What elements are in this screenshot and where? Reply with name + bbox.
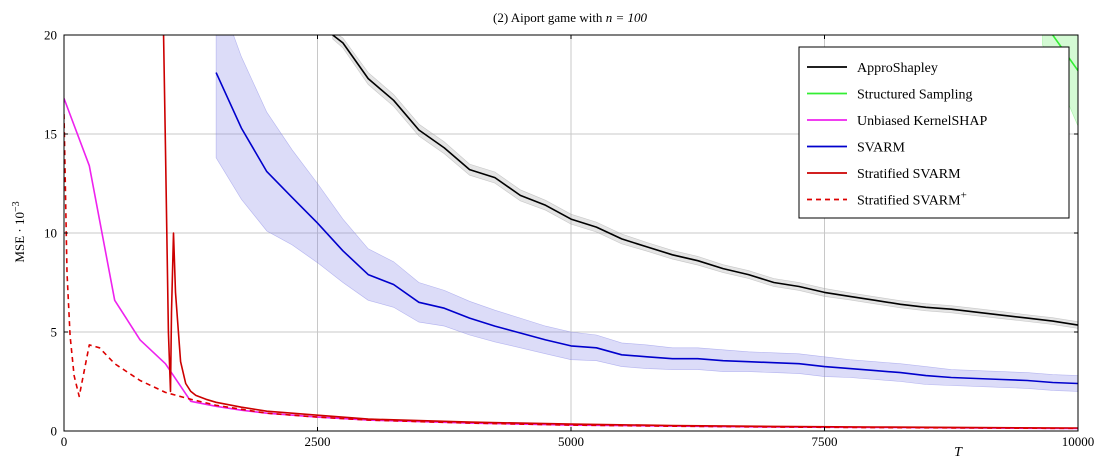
y-tick-label: 5 <box>51 325 58 340</box>
series-line <box>64 114 1078 430</box>
chart-title: (2) Aiport game with n = 100 <box>493 10 647 25</box>
y-tick-label: 15 <box>44 127 57 142</box>
legend-label: Structured Sampling <box>857 88 973 103</box>
series-line <box>332 35 1078 326</box>
y-tick-label: 20 <box>44 28 57 43</box>
x-axis-label: T <box>954 445 963 460</box>
legend-box <box>798 46 1070 219</box>
y-tick-label: 10 <box>44 226 57 241</box>
legend-label: Stratified SVARM <box>857 167 961 182</box>
x-tick-label: 0 <box>61 434 68 449</box>
legend-label: Stratified SVARM+ <box>857 190 967 209</box>
series-lines <box>64 35 1078 430</box>
legend-label: SVARM <box>857 141 906 156</box>
x-tick-label: 2500 <box>305 434 331 449</box>
legend: ApproShapley Structured Sampling Unbiased … <box>798 46 1070 219</box>
x-axis: 0 2500 5000 7500 10000 <box>61 35 1095 449</box>
confidence-band <box>332 35 1078 329</box>
series-line <box>215 72 1078 385</box>
legend-label: Unbiased KernelSHAP <box>857 114 987 129</box>
series-line <box>162 35 1078 429</box>
series-line <box>1051 35 1078 72</box>
y-axis-label: MSE · 10−3 <box>11 201 27 262</box>
x-tick-label: 10000 <box>1062 434 1095 449</box>
legend-label-superscript: + <box>961 190 967 202</box>
legend-label: ApproShapley <box>857 61 938 76</box>
x-tick-label: 5000 <box>558 434 584 449</box>
confidence-band <box>215 35 1078 392</box>
y-tick-label: 0 <box>51 424 58 439</box>
x-tick-label: 7500 <box>812 434 838 449</box>
y-axis: 0 5 10 15 20 <box>44 28 1078 439</box>
